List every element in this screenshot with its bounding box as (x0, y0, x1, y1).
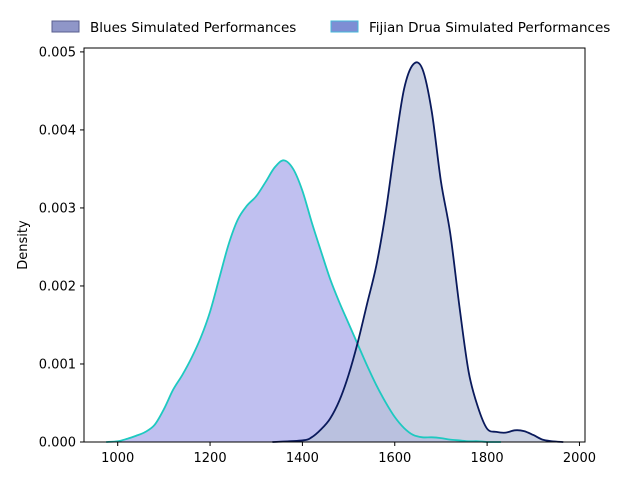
y-tick-label-0.001: 0.001 (39, 357, 76, 372)
x-tick-label-1800: 1800 (471, 451, 504, 466)
y-tick-label-0.002: 0.002 (39, 279, 76, 294)
area-fijian-drua (106, 160, 501, 442)
area-blues (272, 62, 564, 443)
y-tick-label-0.003: 0.003 (39, 201, 76, 216)
y-tick-label-0.005: 0.005 (39, 45, 76, 60)
plot-frame (83, 47, 586, 443)
legend-swatch-blues (51, 20, 80, 33)
series-fills (106, 62, 564, 443)
legend: Blues Simulated Performances Fijian Drua … (51, 20, 610, 36)
y-tick-label-0.000: 0.000 (39, 436, 76, 451)
y-tick-label-0.004: 0.004 (39, 123, 76, 138)
x-axis: 1000 1200 1400 1600 1800 2000 (101, 442, 596, 466)
x-tick-label-1600: 1600 (378, 451, 411, 466)
line-blues (272, 61, 564, 443)
legend-swatch-fijian-drua (330, 20, 359, 33)
series-lines (106, 61, 564, 443)
line-fijian-drua (106, 159, 501, 443)
x-tick-label-1400: 1400 (286, 451, 319, 466)
x-tick-label-1000: 1000 (101, 451, 134, 466)
legend-label-fijian-drua: Fijian Drua Simulated Performances (369, 20, 610, 36)
legend-label-blues: Blues Simulated Performances (90, 20, 296, 36)
x-tick-label-2000: 2000 (563, 451, 596, 466)
y-axis: 0.000 0.001 0.002 0.003 0.004 0.005 (39, 45, 84, 451)
y-axis-label: Density (16, 220, 31, 270)
x-tick-label-1200: 1200 (194, 451, 227, 466)
